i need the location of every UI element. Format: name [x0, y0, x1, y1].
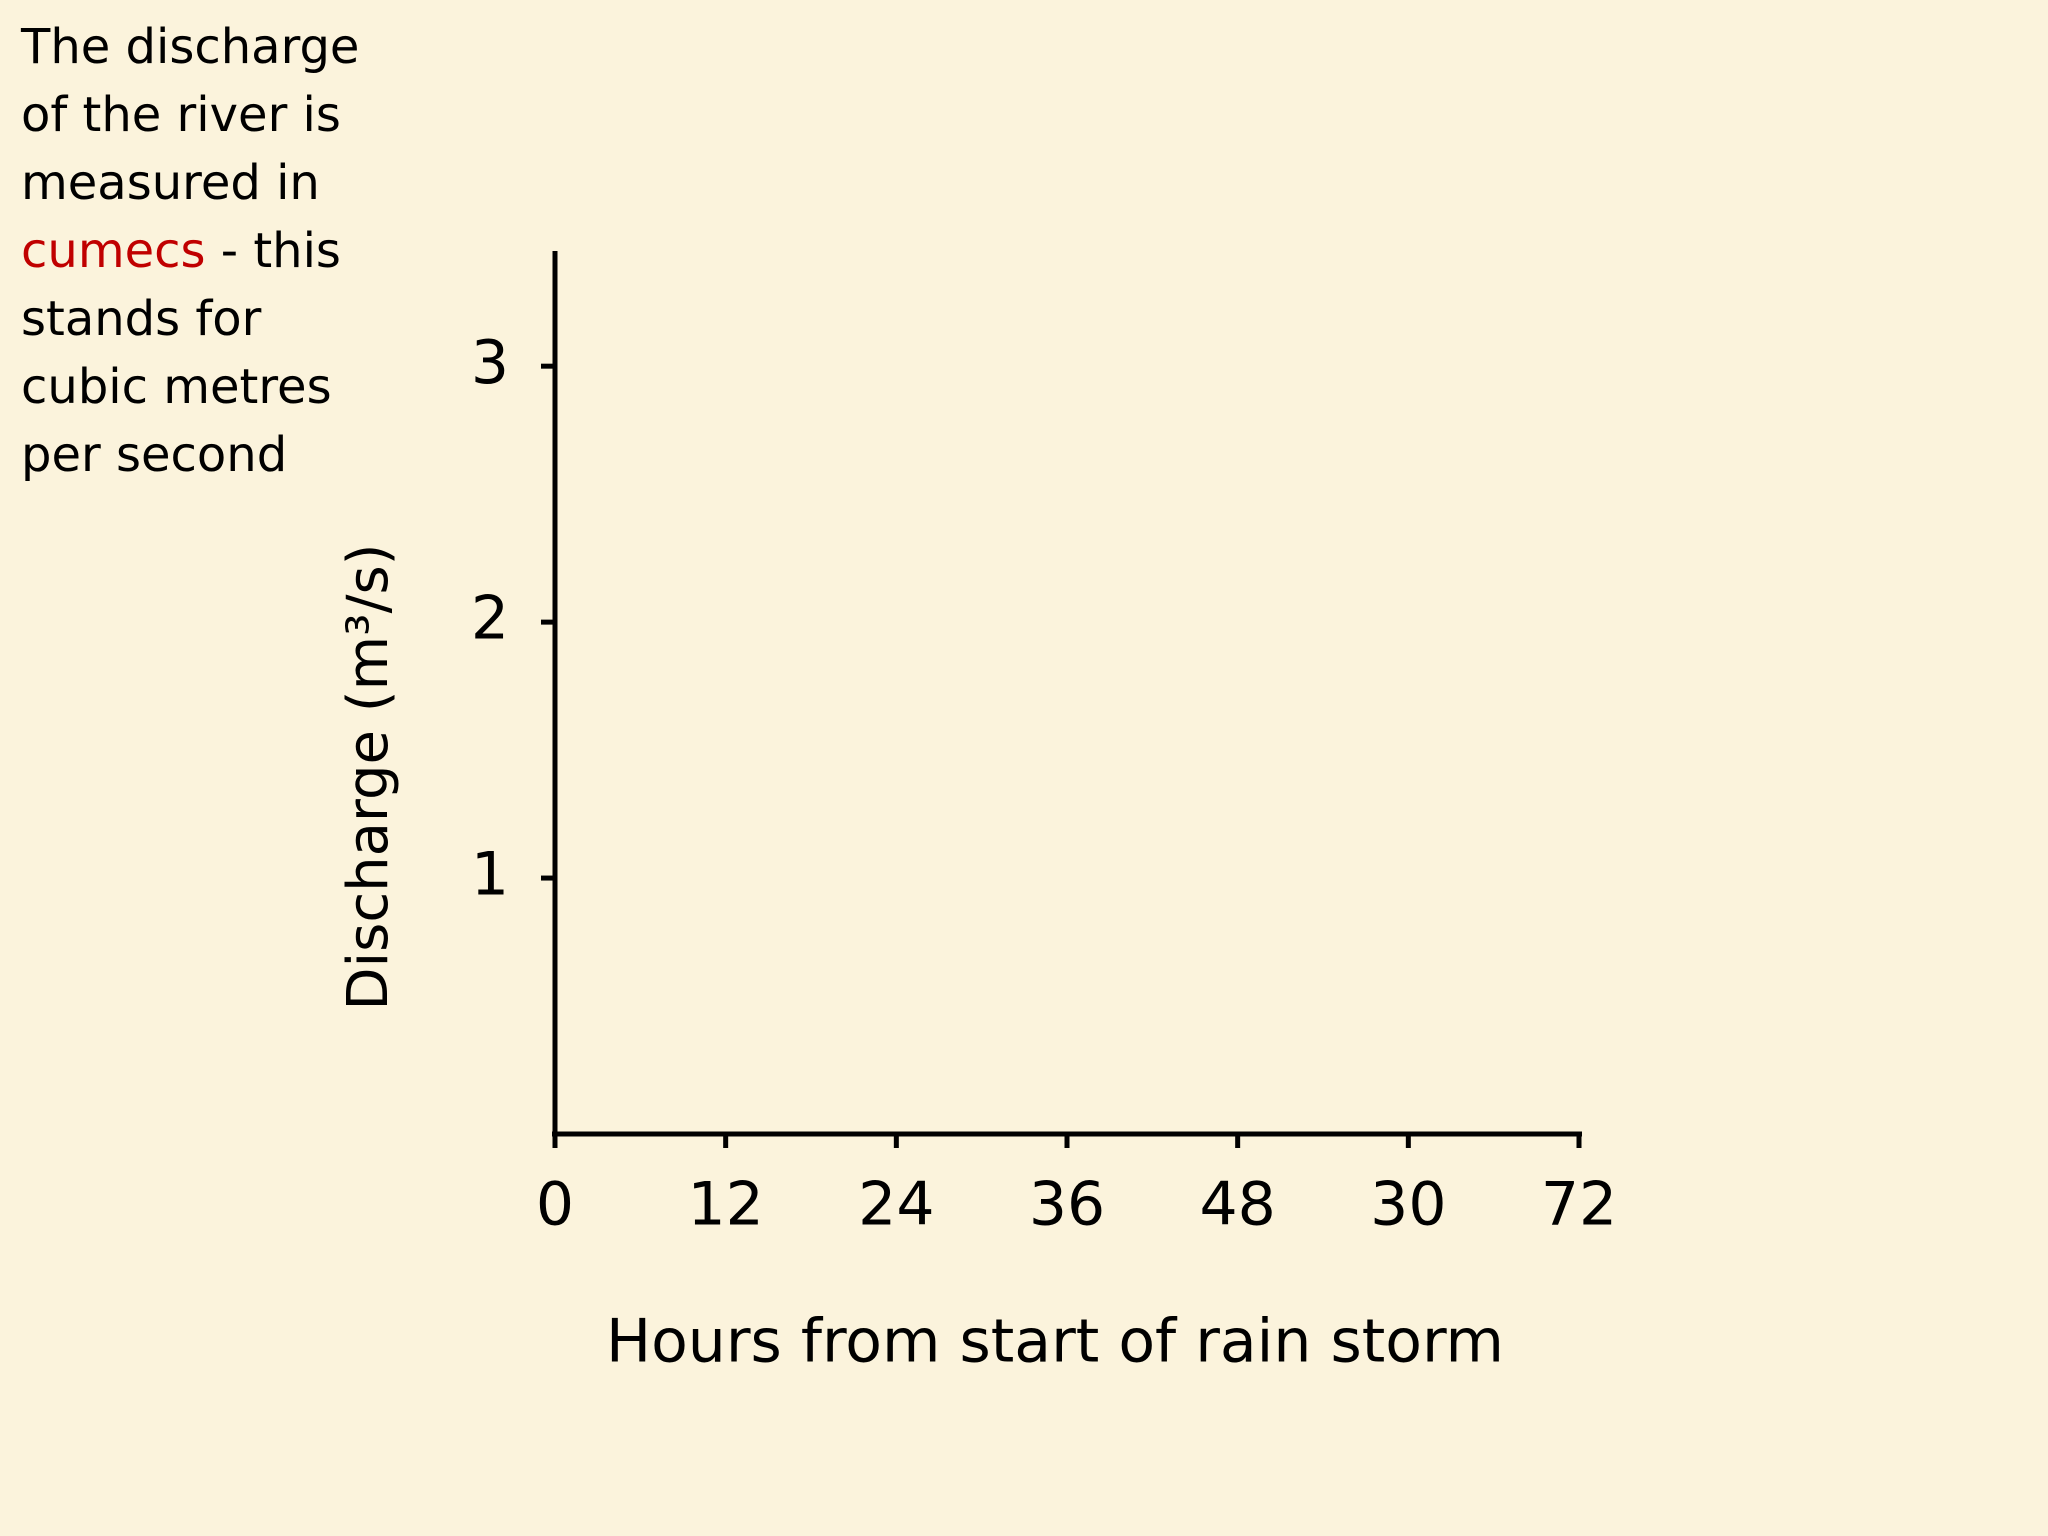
- x-tick-label: 72: [1541, 1170, 1617, 1240]
- note-line: The discharge: [20, 19, 359, 75]
- x-axis-title: Hours from start of rain storm: [606, 1307, 1504, 1377]
- note-line: per second: [21, 427, 287, 483]
- y-tick-label: 2: [471, 584, 509, 654]
- note-line: cumecs - this: [21, 223, 341, 279]
- x-tick-label: 0: [536, 1170, 574, 1240]
- note-term: cumecs: [21, 223, 206, 279]
- note-text: per second: [21, 427, 287, 483]
- note-text: stands for: [21, 291, 262, 347]
- note-line: cubic metres: [21, 359, 332, 415]
- x-tick-label: 36: [1029, 1170, 1105, 1240]
- x-tick-label: 48: [1199, 1170, 1275, 1240]
- note-line: of the river is: [21, 87, 341, 143]
- y-tick-label: 1: [471, 840, 509, 910]
- note-text: of the river is: [21, 87, 341, 143]
- note-text: cubic metres: [21, 359, 332, 415]
- x-tick-label: 12: [687, 1170, 763, 1240]
- note-line: stands for: [21, 291, 262, 347]
- x-tick-label: 24: [858, 1170, 934, 1240]
- y-tick-label: 3: [471, 328, 509, 398]
- note: The discharge of the river is measured in c…: [20, 19, 359, 483]
- note-text: measured in: [21, 155, 320, 211]
- y-axis-title: Discharge (m³/s): [336, 543, 401, 1010]
- x-tick-label: 30: [1370, 1170, 1446, 1240]
- note-text: The discharge: [20, 19, 359, 75]
- note-text: - this: [221, 223, 341, 279]
- note-line: measured in: [21, 155, 320, 211]
